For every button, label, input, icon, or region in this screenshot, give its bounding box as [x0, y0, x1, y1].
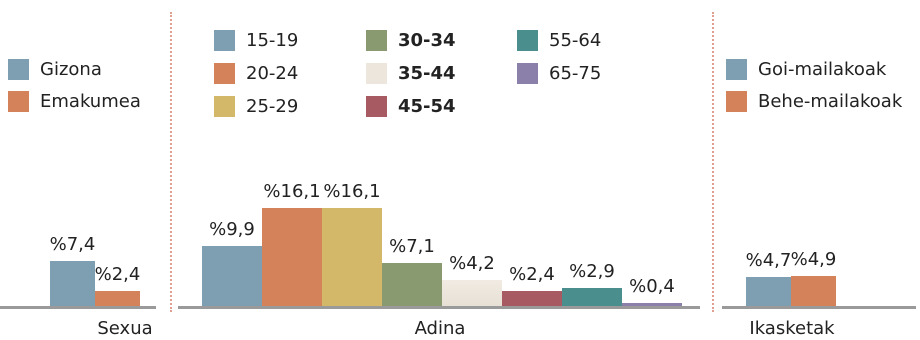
value-label-adina-7: %2,9: [569, 261, 615, 283]
legend-swatch: [517, 29, 538, 51]
legend-item-adina-4: 30-34: [366, 28, 456, 52]
bar-adina-35-44: [442, 280, 502, 306]
x-axis-sexua: [0, 306, 156, 309]
value-label-sexua-1: %7,4: [49, 233, 96, 255]
legend-label: 20-24: [246, 62, 299, 84]
value-label-adina-2: %16,1: [263, 180, 321, 202]
bar-adina-25-29: [322, 207, 382, 306]
value-label-adina-5: %4,2: [449, 253, 495, 275]
legend-swatch: [214, 29, 235, 51]
legend-label: 65-75: [549, 62, 602, 84]
bar-adina-20-24: [262, 207, 322, 306]
legend-label: Emakumea: [40, 90, 141, 112]
legend-item-ikasketak-1: Goi-mailakoak: [726, 57, 886, 81]
legend-label: 25-29: [246, 95, 299, 117]
value-label-sexua-2: %2,4: [94, 264, 141, 286]
legend-swatch: [366, 62, 387, 84]
legend-swatch: [726, 58, 747, 80]
bar-adina-15-19: [202, 245, 262, 306]
legend-label: 35-44: [398, 62, 456, 84]
legend-label: 30-34: [398, 29, 456, 51]
legend-swatch: [726, 90, 747, 112]
legend-label: 15-19: [246, 29, 299, 51]
axis-title-sexua: Sexua: [97, 318, 153, 339]
axis-title-adina: Adina: [414, 318, 466, 339]
value-label-adina-3: %16,1: [323, 180, 381, 202]
legend-item-adina-5: 35-44: [366, 61, 456, 85]
x-axis-adina: [178, 306, 700, 309]
legend-swatch: [8, 90, 29, 112]
legend-swatch: [214, 62, 235, 84]
legend-item-sexua-2: Emakumea: [8, 89, 141, 113]
legend-item-adina-8: 65-75: [517, 61, 601, 85]
value-label-ikasketak-2: %4,9: [790, 249, 837, 271]
legend-item-adina-3: 25-29: [214, 94, 298, 118]
value-label-adina-8: %0,4: [629, 276, 675, 297]
bar-sexua-Emakumea: [95, 291, 140, 306]
value-label-ikasketak-1: %4,7: [745, 250, 792, 272]
bar-sexua-Gizona: [50, 260, 95, 306]
bar-adina-65-75: [622, 303, 682, 306]
bar-ikasketak-Goi-mailakoak: [746, 277, 791, 306]
legend-swatch: [366, 95, 387, 117]
value-label-adina-1: %9,9: [209, 218, 255, 240]
bar-ikasketak-Behe-mailakoak: [791, 276, 836, 306]
x-axis-ikasketak: [722, 306, 916, 309]
legend-item-adina-2: 20-24: [214, 61, 298, 85]
bar-adina-55-64: [562, 288, 622, 306]
legend-swatch: [214, 95, 235, 117]
panel-separator-1: [170, 12, 172, 312]
legend-swatch: [517, 62, 538, 84]
legend-item-sexua-1: Gizona: [8, 57, 102, 81]
bar-adina-45-54: [502, 291, 562, 306]
legend-swatch: [8, 58, 29, 80]
legend-label: Behe-mailakoak: [758, 90, 903, 112]
value-label-adina-6: %2,4: [509, 264, 555, 286]
axis-title-ikasketak: Ikasketak: [749, 318, 835, 339]
value-label-adina-4: %7,1: [389, 235, 435, 257]
legend-item-adina-7: 55-64: [517, 28, 601, 52]
legend-item-ikasketak-2: Behe-mailakoak: [726, 89, 902, 113]
legend-label: Gizona: [40, 58, 102, 80]
legend-item-adina-1: 15-19: [214, 28, 298, 52]
legend-label: 55-64: [549, 29, 602, 51]
legend-swatch: [366, 29, 387, 51]
panel-separator-2: [712, 12, 714, 312]
legend-item-adina-6: 45-54: [366, 94, 456, 118]
legend-label: Goi-mailakoak: [758, 58, 887, 80]
bar-adina-30-34: [382, 262, 442, 306]
legend-label: 45-54: [398, 95, 456, 117]
